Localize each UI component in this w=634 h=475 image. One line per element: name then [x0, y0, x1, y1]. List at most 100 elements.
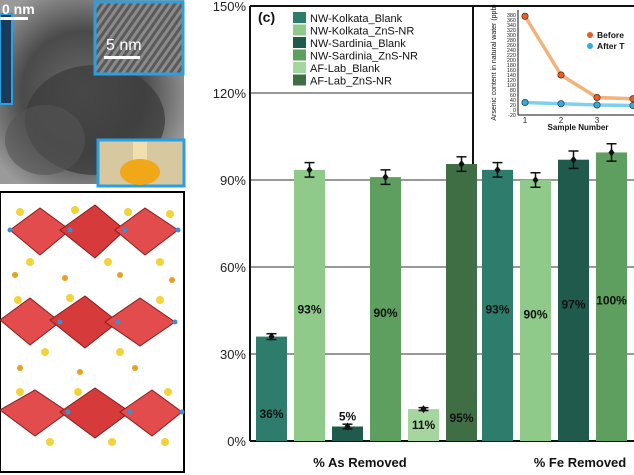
inset-x-tick-label: 3	[595, 116, 600, 125]
bar-value-label: 93%	[297, 302, 321, 316]
inset-y-tick-label: 200	[507, 58, 516, 64]
bar	[294, 169, 325, 441]
bar	[370, 177, 401, 441]
inset-y-tick-label: 240	[507, 48, 516, 54]
bar-value-label: 97%	[561, 297, 585, 311]
bar	[596, 152, 627, 441]
x-axis-label-fe: % Fe Removed	[534, 455, 627, 470]
y-tick-label: 90%	[220, 173, 246, 188]
legend-swatch	[293, 24, 306, 36]
inset-legend-entry: Before	[597, 30, 624, 40]
inset-data-point	[557, 100, 565, 108]
panel-label: (c)	[258, 9, 275, 25]
legend-entry: AF-Lab_Blank	[310, 63, 380, 75]
y-tick-label: 30%	[220, 347, 246, 362]
mean-marker	[532, 176, 539, 184]
bar	[558, 159, 589, 441]
bar	[332, 426, 363, 441]
inset-y-tick-label: 380	[507, 13, 516, 19]
bar-value-label: 95%	[449, 411, 473, 425]
y-tick-label: 0%	[227, 434, 246, 449]
bar-value-label: 90%	[373, 306, 397, 320]
inset-legend-marker	[587, 32, 593, 38]
legend-entry: NW-Sardinia_Blank	[310, 38, 406, 50]
bar	[408, 409, 439, 441]
mean-marker	[570, 155, 577, 164]
bar-value-label: 11%	[412, 418, 436, 432]
legend-entry: AF-Lab_ZnS-NR	[310, 76, 392, 88]
legend-entry: NW-Sardinia_ZnS-NR	[310, 51, 418, 63]
mean-marker	[458, 160, 465, 169]
legend-swatch	[293, 62, 306, 73]
bar	[446, 164, 477, 442]
legend-swatch	[293, 49, 306, 61]
inset-y-tick-label: 60	[510, 93, 516, 99]
mean-marker	[494, 165, 501, 174]
x-axis-label-as: % As Removed	[313, 455, 406, 470]
crystal-structure	[0, 191, 185, 473]
inset-y-tick-label: 80	[510, 88, 516, 94]
inset-y-tick-label: 300	[507, 33, 516, 39]
legend-entry: NW-Kolkata_ZnS-NR	[310, 26, 414, 38]
bar-value-label: 100%	[596, 294, 627, 308]
mean-marker	[420, 405, 427, 414]
bar-value-label: 90%	[523, 308, 547, 322]
inset-y-tick-label: 360	[507, 18, 516, 24]
inset-y-tick-label: 100	[507, 83, 516, 89]
flask-photo-inset	[96, 138, 186, 188]
legend-swatch	[293, 74, 306, 86]
inset-legend-marker	[587, 43, 593, 49]
scale-label-inset: 5 nm	[106, 37, 142, 54]
inset-legend-entry: After T	[597, 41, 625, 51]
inset-y-tick-label: 220	[507, 53, 516, 59]
mean-marker	[268, 332, 275, 341]
inset-line-chart: -200204060801001201401601802002202402602…	[474, 4, 634, 132]
inset-y-tick-label: 280	[507, 38, 516, 44]
inset-y-tick-label: 160	[507, 68, 516, 74]
inset-data-point	[557, 71, 565, 79]
legend-entry: NW-Kolkata_Blank	[310, 13, 403, 25]
y-tick-label: 120%	[213, 86, 247, 101]
bar-value-label: 36%	[259, 407, 283, 421]
y-tick-label: 150%	[213, 0, 247, 14]
inset-background	[474, 7, 634, 132]
inset-x-tick-label: 1	[523, 116, 528, 125]
inset-data-point	[521, 99, 529, 107]
inset-y-tick-label: 180	[507, 63, 516, 69]
inset-series-line	[523, 15, 634, 101]
mean-marker	[608, 148, 615, 157]
inset-x-axis-label: Sample Number	[548, 123, 609, 132]
inset-data-point	[521, 12, 529, 20]
hrtem-inset: 5 nm	[93, 0, 185, 76]
mean-marker	[306, 165, 313, 174]
inset-y-tick-label: 40	[510, 98, 516, 104]
inset-y-tick-label: 120	[507, 78, 516, 84]
mean-marker	[344, 422, 351, 431]
left-figure-panels: 0 nm 5 nm	[0, 0, 186, 473]
y-tick-label: 60%	[220, 260, 246, 275]
inset-data-point	[629, 102, 634, 109]
inset-y-tick-label: -20	[508, 113, 516, 119]
inset-y-tick-label: 340	[507, 23, 516, 29]
bar	[256, 336, 287, 441]
inset-series-line	[524, 100, 634, 108]
bar-value-label: 93%	[485, 302, 509, 316]
inset-data-point	[593, 101, 601, 109]
inset-y-tick-label: 0	[513, 108, 516, 114]
bar-value-label: 5%	[339, 410, 357, 424]
legend-swatch	[293, 37, 306, 48]
bar	[482, 169, 513, 441]
inset-data-point	[629, 95, 634, 103]
legend-swatch	[293, 12, 306, 23]
inset-data-point	[593, 94, 601, 102]
inset-y-tick-label: 320	[507, 28, 516, 34]
mean-marker	[382, 173, 389, 182]
inset-y-axis-label: Arsenic content in natural water (ppb)	[491, 4, 498, 120]
inset-y-tick-label: 260	[507, 43, 516, 49]
legend: NW-Kolkata_BlankNW-Kolkata_ZnS-NRNW-Sard…	[293, 12, 418, 88]
inset-x-tick-label: 2	[559, 116, 564, 125]
inset-y-tick-label: 140	[507, 73, 516, 79]
bar	[520, 180, 551, 441]
scale-label-large: 0 nm	[2, 1, 35, 17]
